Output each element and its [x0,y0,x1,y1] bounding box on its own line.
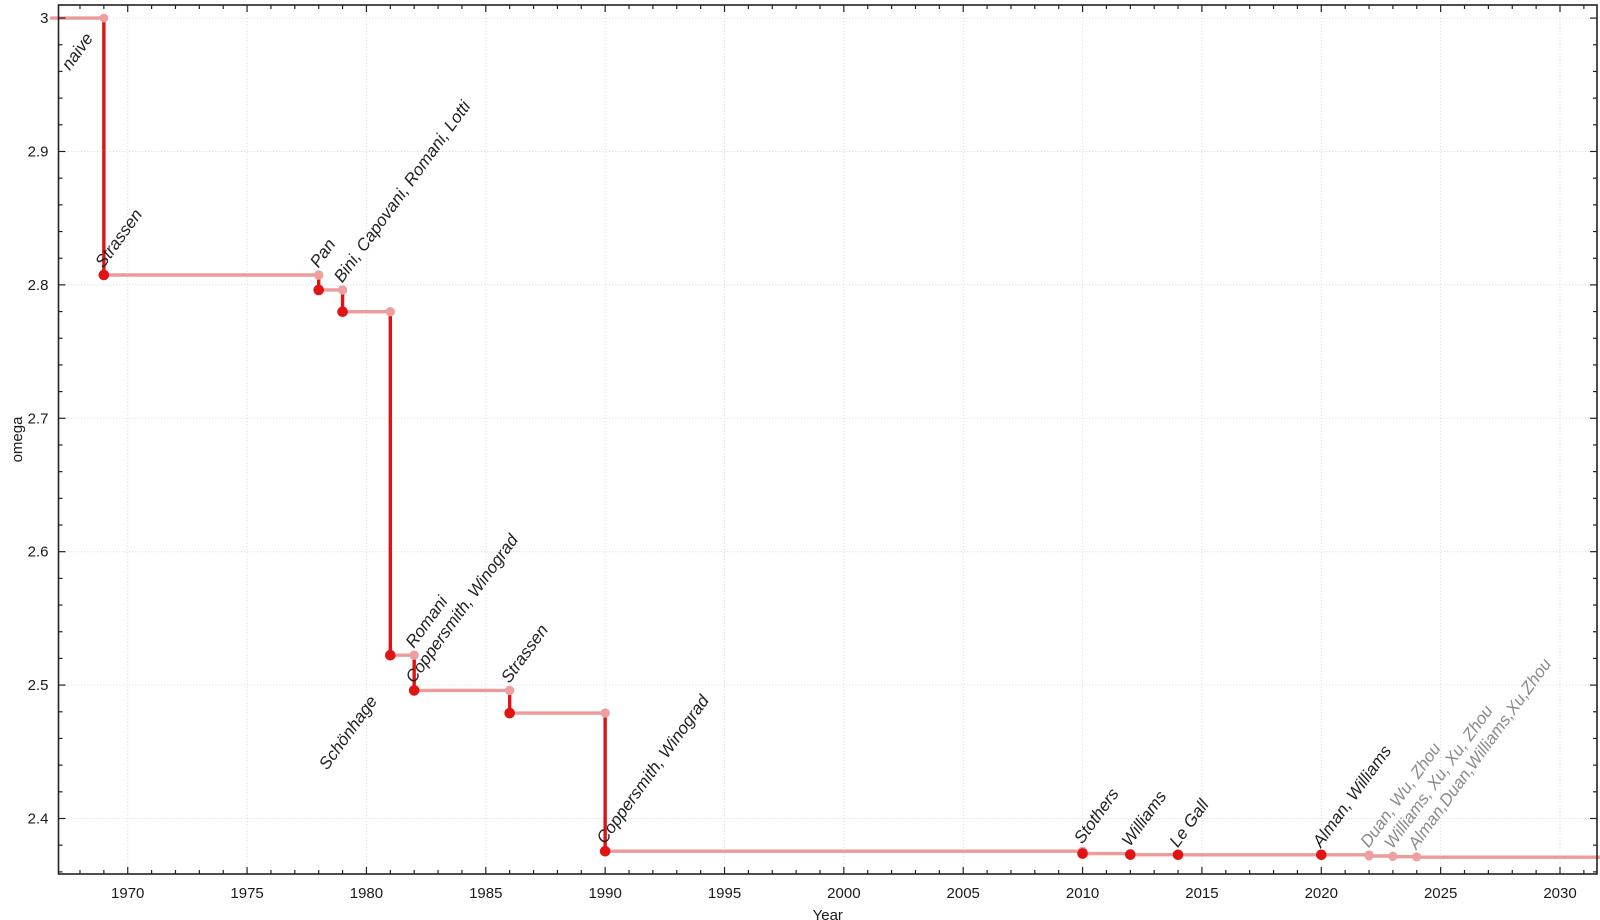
svg-text:2.5: 2.5 [28,677,49,694]
svg-text:2015: 2015 [1185,885,1218,902]
svg-text:2000: 2000 [827,885,860,902]
svg-text:2020: 2020 [1305,885,1338,902]
svg-text:1975: 1975 [230,885,263,902]
svg-text:omega: omega [9,416,26,463]
svg-text:1970: 1970 [111,885,144,902]
svg-text:Year: Year [813,907,843,920]
svg-text:2.4: 2.4 [28,811,49,828]
svg-text:3: 3 [40,10,48,27]
svg-text:2.9: 2.9 [28,143,49,160]
svg-text:1980: 1980 [350,885,383,902]
svg-text:2030: 2030 [1543,885,1576,902]
svg-text:2.6: 2.6 [28,544,49,561]
svg-text:2010: 2010 [1066,885,1099,902]
svg-text:1985: 1985 [469,885,502,902]
svg-text:2.7: 2.7 [28,410,49,427]
svg-text:2005: 2005 [947,885,980,902]
svg-text:1995: 1995 [708,885,741,902]
svg-text:2025: 2025 [1424,885,1457,902]
svg-text:1990: 1990 [588,885,621,902]
svg-text:2.8: 2.8 [28,277,49,294]
